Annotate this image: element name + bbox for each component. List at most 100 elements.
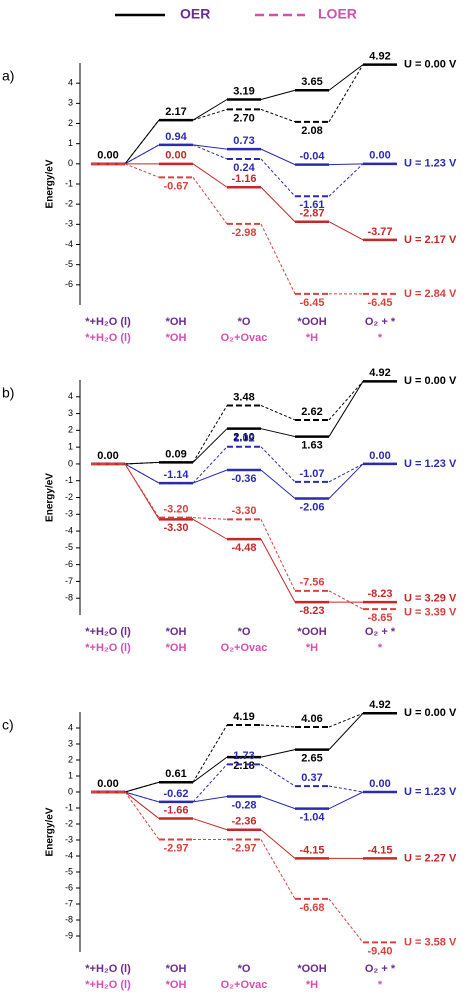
value-label: -3.30 (231, 505, 256, 517)
value-label: 2.10 (233, 432, 254, 444)
value-label: -1.07 (299, 468, 324, 480)
connector (260, 538, 296, 603)
value-label: -1.66 (163, 804, 188, 816)
category-label: *+H₂O (l) (85, 963, 131, 975)
value-label: 4.06 (301, 713, 322, 725)
value-label: 0.00 (97, 150, 118, 162)
value-label: 4.19 (233, 711, 254, 723)
connector (260, 796, 296, 810)
value-label: -3.30 (163, 522, 188, 534)
y-tick-label: -8 (65, 914, 73, 924)
y-tick-label: -1 (65, 178, 73, 188)
connector (124, 144, 160, 165)
potential-label: U = 3.58 V (404, 936, 457, 948)
y-axis-title: Energy/eV (45, 159, 56, 208)
y-axis-title: Energy/eV (45, 473, 56, 522)
value-label: -6.45 (299, 297, 324, 309)
connector (328, 791, 364, 810)
connector (192, 405, 228, 463)
value-label: 2.62 (301, 406, 322, 418)
potential-label: U = 0.00 V (404, 59, 457, 71)
value-label: -1.14 (163, 469, 189, 481)
connector (124, 781, 160, 793)
y-tick-label: -5 (65, 866, 73, 876)
y-tick-label: -3 (65, 509, 73, 519)
y-tick-label: -7 (65, 898, 73, 908)
value-label: 3.48 (233, 391, 254, 403)
connector (328, 381, 364, 437)
y-tick-label: 1 (68, 442, 73, 452)
value-label: 3.19 (233, 85, 254, 97)
connector (192, 756, 228, 783)
connector (192, 795, 228, 803)
value-label: 3.65 (301, 76, 322, 88)
value-label: 2.18 (233, 760, 254, 772)
value-label: 1.63 (301, 439, 322, 451)
value-label: 0.00 (97, 450, 118, 462)
value-label: 4.92 (369, 699, 390, 711)
category-label: *O (238, 316, 251, 328)
connector (192, 469, 228, 484)
value-label: -2.06 (299, 501, 324, 513)
category-label-loer: *H (306, 979, 318, 991)
category-label-loer: *+H₂O (l) (85, 979, 131, 991)
value-label: 0.73 (233, 135, 254, 147)
connector (260, 186, 296, 223)
value-label: -6.68 (299, 902, 324, 914)
connector (328, 712, 364, 750)
connector (260, 446, 296, 483)
connector (260, 839, 296, 900)
value-label: 0.00 (97, 778, 118, 790)
value-label: 0.61 (165, 768, 186, 780)
value-label: -2.98 (231, 227, 256, 239)
y-tick-label: -1 (65, 802, 73, 812)
category-label-loer: *+H₂O (l) (85, 642, 131, 654)
category-label-loer: *H (306, 332, 318, 344)
y-tick-label: 1 (68, 770, 73, 780)
value-label: -1.61 (299, 199, 324, 211)
y-tick-label: 4 (68, 391, 73, 401)
y-tick-label: 0 (68, 458, 73, 468)
value-label: 4.92 (369, 367, 390, 379)
connector (260, 763, 296, 787)
value-label: -1.16 (231, 173, 256, 185)
category-label: *OOH (297, 626, 326, 638)
connector (192, 446, 228, 484)
connector (260, 148, 296, 166)
value-label: -3.77 (367, 226, 392, 238)
category-label: *OOH (297, 316, 326, 328)
y-tick-label: -2 (65, 492, 73, 502)
connector (328, 381, 364, 421)
value-label: -3.20 (163, 504, 188, 516)
potential-label: U = 3.29 V (404, 593, 457, 605)
potential-label: U = 0.00 V (404, 375, 457, 387)
value-label: 0.24 (233, 162, 255, 174)
category-label-loer: *+H₂O (l) (85, 332, 131, 344)
y-tick-label: -2 (65, 818, 73, 828)
category-label-loer: O₂+Ovac (221, 332, 268, 344)
y-tick-label: -2 (65, 199, 73, 209)
potential-label: U = 1.23 V (404, 786, 457, 798)
connector (192, 144, 228, 150)
value-label: 0.00 (369, 450, 390, 462)
value-label: -8.23 (299, 605, 324, 617)
connector (124, 163, 160, 178)
y-tick-label: 2 (68, 118, 73, 128)
value-label: 0.00 (369, 778, 390, 790)
connector (328, 785, 364, 793)
y-tick-label: 3 (68, 98, 73, 108)
connector (328, 898, 364, 943)
value-label: -4.15 (299, 844, 324, 856)
y-tick-label: 4 (68, 78, 73, 88)
connector (260, 405, 296, 421)
value-label: 0.00 (165, 150, 186, 162)
category-label-loer: * (378, 642, 383, 654)
value-label: -0.28 (231, 799, 256, 811)
y-tick-label: -4 (65, 850, 73, 860)
connector (328, 590, 364, 610)
panel-label: b) (2, 385, 14, 401)
category-label-loer: *H (306, 642, 318, 654)
value-label: -0.36 (231, 473, 256, 485)
value-label: -1.04 (299, 812, 325, 824)
